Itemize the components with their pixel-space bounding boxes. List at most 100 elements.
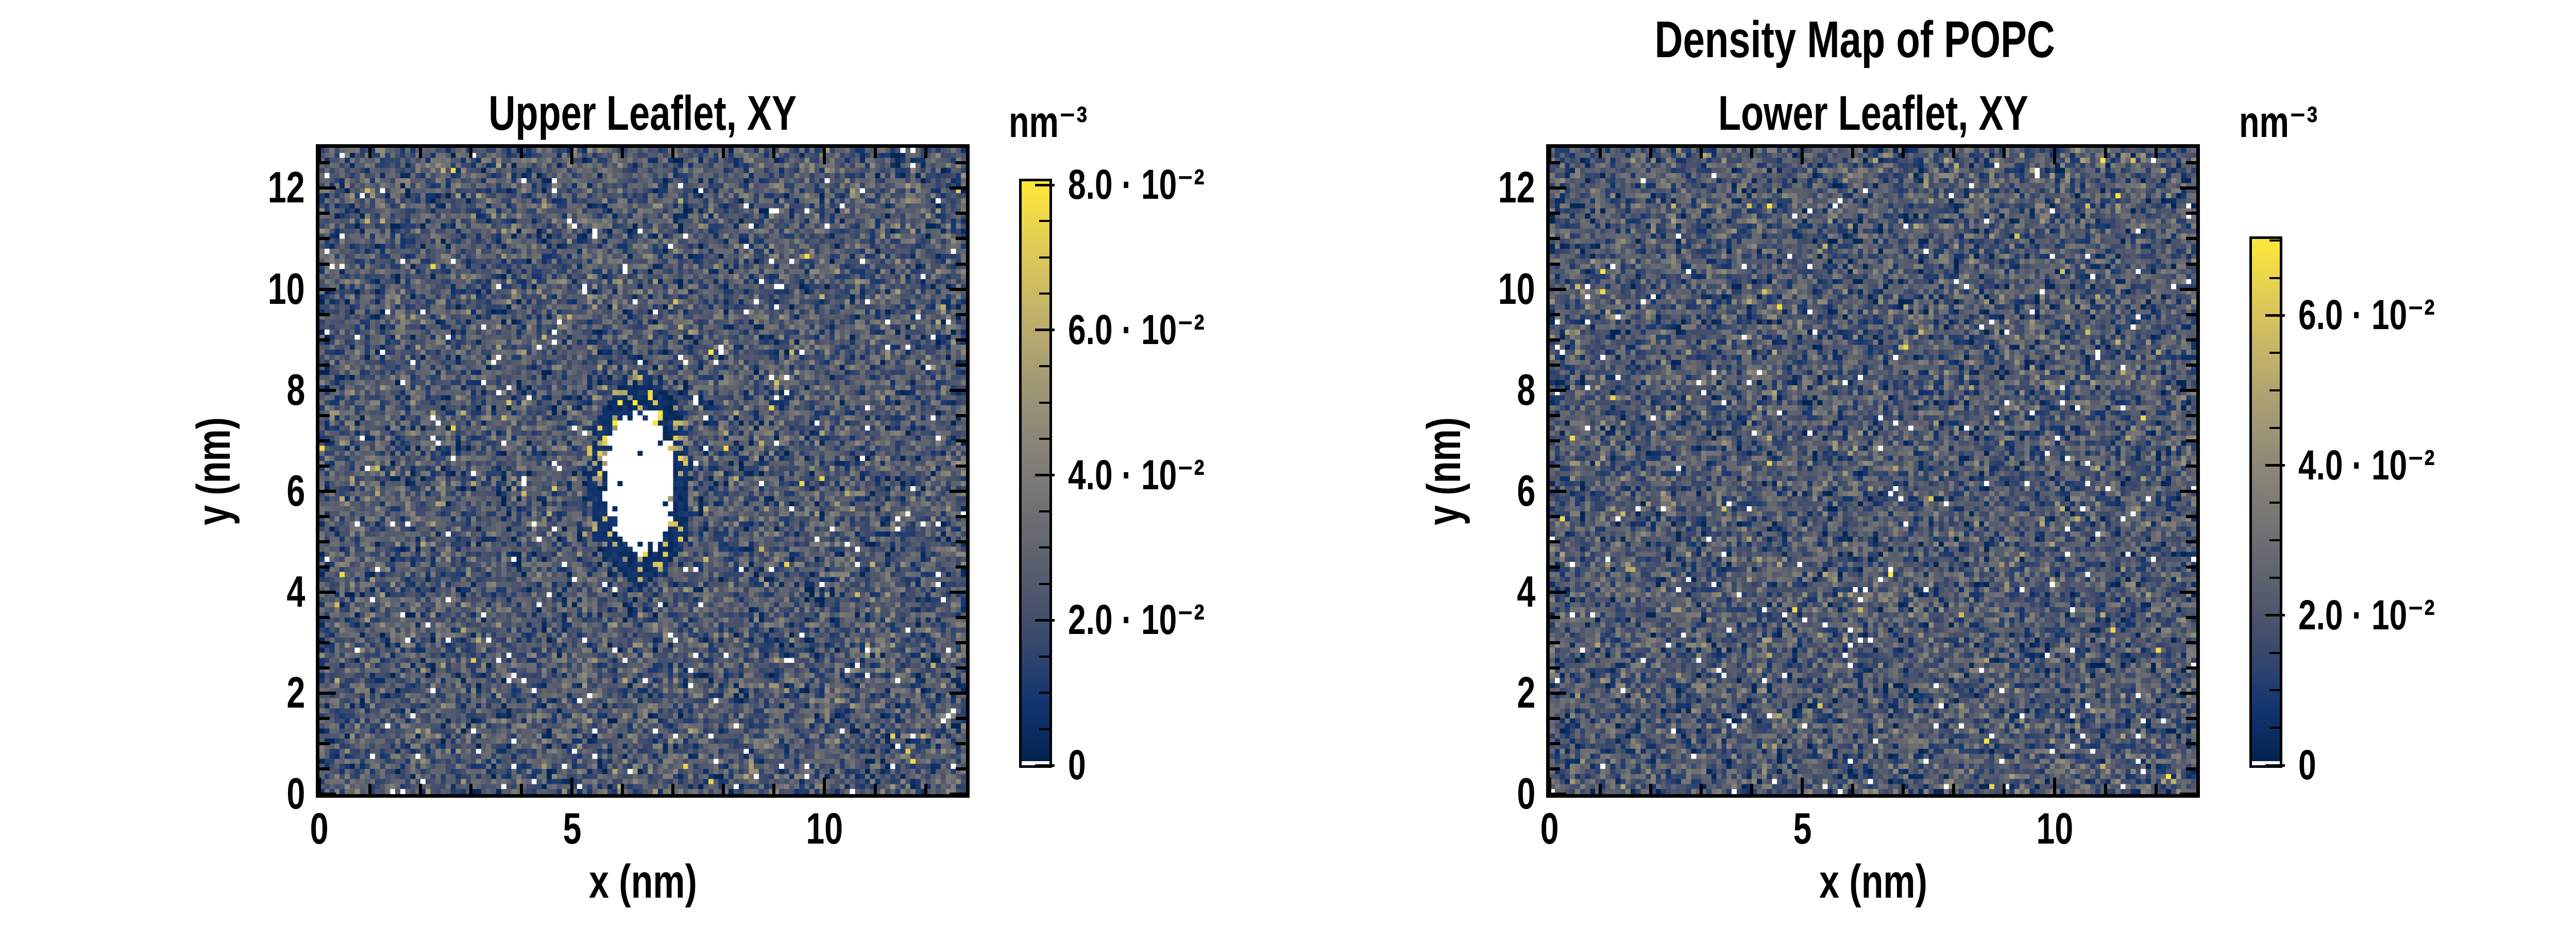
panel-title: Upper Leaflet, XY — [179, 88, 1107, 139]
colorbar-minor-tick — [2269, 389, 2280, 392]
y-major-tick — [2180, 691, 2196, 695]
x-minor-tick — [1851, 148, 1855, 158]
colorbar-minor-tick — [2269, 426, 2280, 429]
y-minor-tick — [319, 666, 330, 670]
colorbar-tick-label: 4.0 · 10⁻² — [1068, 452, 1326, 499]
x-major-tick — [570, 148, 574, 164]
y-minor-tick — [2186, 742, 2196, 745]
y-major-tick — [319, 489, 336, 493]
colorbar-minor-tick — [1039, 365, 1049, 368]
y-minor-tick — [319, 540, 330, 543]
x-major-tick — [318, 778, 321, 794]
y-minor-tick — [1550, 439, 1560, 442]
colorbar-minor-tick — [2269, 352, 2280, 354]
y-tick-label: 8 — [1278, 366, 1535, 415]
colorbar-minor-tick — [2269, 727, 2280, 729]
y-minor-tick — [319, 161, 330, 165]
x-minor-tick — [2003, 784, 2006, 794]
x-minor-tick — [873, 148, 877, 158]
x-major-tick — [1801, 778, 1804, 794]
panel-title-text: Upper Leaflet, XY — [488, 86, 797, 141]
x-minor-tick — [1700, 784, 1703, 794]
y-tick-label: 2.5 — [2549, 328, 2576, 376]
x-tick-label-text: 10 — [806, 804, 843, 853]
y-tick-label: 0 — [47, 769, 305, 818]
colorbar-minor-tick — [2269, 577, 2280, 579]
y-major-tick — [2180, 489, 2196, 493]
y-minor-tick — [2186, 363, 2196, 367]
y-major-tick — [2180, 186, 2196, 190]
y-tick-label-text: 4 — [1517, 567, 1535, 616]
y-minor-tick — [1550, 313, 1560, 316]
y-minor-tick — [2186, 615, 2196, 619]
y-minor-tick — [956, 338, 966, 341]
x-tick-label: 5 — [1699, 804, 1905, 853]
y-major-tick — [319, 388, 336, 392]
y-major-tick — [2180, 793, 2196, 796]
y-minor-tick — [2186, 262, 2196, 266]
y-major-tick — [319, 691, 336, 695]
y-tick-label-text: 2 — [1517, 668, 1535, 717]
x-major-tick — [2053, 148, 2057, 164]
colorbar-lowclip — [1022, 761, 1049, 765]
x-minor-tick — [1902, 148, 1905, 158]
x-minor-tick — [2104, 784, 2107, 794]
y-tick-label: −2.5 — [2549, 565, 2576, 614]
y-major-tick — [950, 489, 966, 493]
x-major-tick — [570, 778, 574, 794]
x-minor-tick — [368, 148, 372, 158]
panel-title-text: Lower Leaflet, XY — [1718, 86, 2028, 141]
x-tick-label: 0 — [1447, 804, 1653, 853]
x-major-tick — [1548, 148, 1551, 164]
y-minor-tick — [1550, 161, 1560, 165]
y-minor-tick — [2186, 439, 2196, 442]
y-minor-tick — [319, 262, 330, 266]
colorbar-tick-label-text: 4.0 · 10⁻² — [2298, 441, 2435, 489]
x-minor-tick — [419, 148, 422, 158]
x-minor-tick — [924, 784, 927, 794]
y-minor-tick — [1550, 716, 1560, 720]
x-major-tick — [2053, 778, 2057, 794]
y-major-tick — [2180, 590, 2196, 594]
colorbar-tick-label-text: 2.0 · 10⁻² — [1068, 596, 1205, 644]
x-minor-tick — [2104, 148, 2107, 158]
x-major-tick — [823, 778, 826, 794]
y-minor-tick — [1550, 237, 1560, 241]
colorbar-major-tick — [1035, 329, 1055, 332]
y-minor-tick — [956, 716, 966, 720]
y-minor-tick — [2186, 313, 2196, 316]
x-minor-tick — [1649, 148, 1653, 158]
colorbar-minor-tick — [1039, 256, 1049, 259]
y-major-tick — [2180, 287, 2196, 291]
colorbar-tick-label-text: 4.0 · 10⁻² — [1068, 451, 1205, 499]
colorbar-unit-text: nm⁻³ — [2239, 98, 2318, 147]
y-tick-label-text: 8 — [286, 365, 305, 415]
x-minor-tick — [368, 784, 372, 794]
y-minor-tick — [956, 514, 966, 518]
x-minor-tick — [520, 784, 523, 794]
y-major-tick — [319, 793, 336, 796]
y-minor-tick — [956, 666, 966, 670]
colorbar-tick-label: 4.0 · 10⁻² — [2298, 442, 2556, 489]
x-minor-tick — [2003, 148, 2006, 158]
colorbar-tick-label: 0 — [1068, 742, 1326, 788]
colorbar-minor-tick — [1039, 582, 1049, 585]
colorbar-major-tick — [1035, 764, 1055, 767]
x-minor-tick — [621, 784, 624, 794]
heatmap-canvas — [319, 148, 966, 794]
x-tick-label-text: 0 — [310, 804, 329, 853]
y-tick-label-text: 10 — [268, 264, 305, 314]
y-minor-tick — [2186, 767, 2196, 770]
colorbar-unit-label: nm⁻³ — [2239, 99, 2445, 146]
y-minor-tick — [1550, 565, 1560, 569]
colorbar-tick-label-text: 6.0 · 10⁻² — [2298, 291, 2435, 339]
colorbar-minor-tick — [1039, 220, 1049, 222]
y-minor-tick — [1550, 615, 1560, 619]
y-minor-tick — [319, 641, 330, 644]
colorbar-tick-label: 8.0 · 10⁻² — [1068, 162, 1326, 208]
x-tick-label: 5 — [469, 804, 675, 853]
y-tick-label-text: 10 — [1498, 264, 1535, 314]
y-tick-label: 10 — [1278, 265, 1535, 314]
heatmap-canvas — [1550, 148, 2196, 794]
colorbar-minor-tick — [2269, 651, 2280, 654]
